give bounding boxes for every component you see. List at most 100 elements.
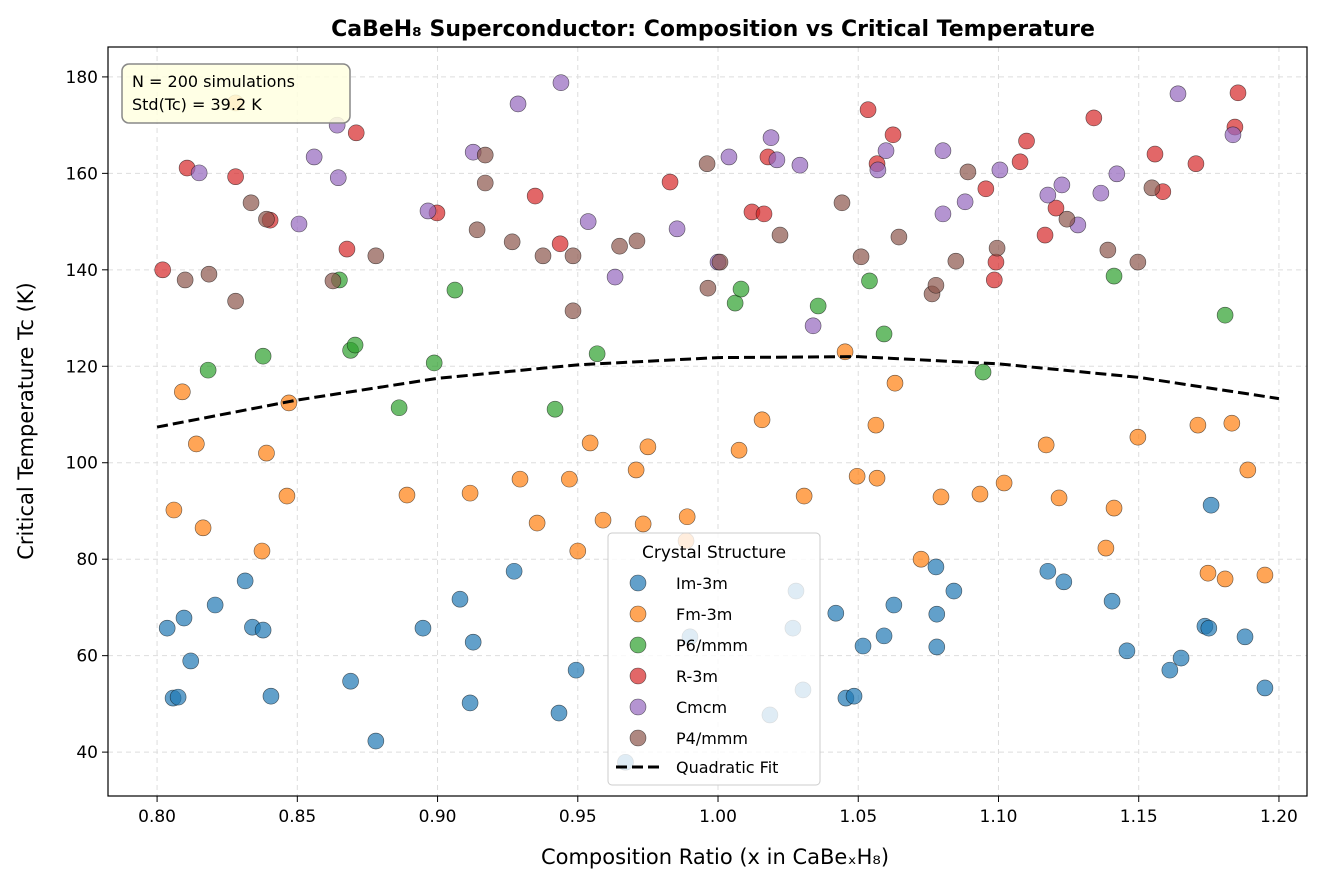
axis-ticks: 0.80 0.85 0.90 0.95 1.00 1.05 1.10 1.15 1.20 40 60… xyxy=(66,68,1298,827)
data-point-fm-3m xyxy=(165,501,183,519)
data-point-p6-mmm xyxy=(588,345,606,363)
data-point-fm-3m xyxy=(634,515,652,533)
data-point-im-3m xyxy=(236,572,254,590)
data-point-cmcm xyxy=(1169,85,1187,103)
data-point-im-3m xyxy=(461,694,479,712)
data-point-fm-3m xyxy=(1037,436,1055,454)
data-point-im-3m xyxy=(945,582,963,600)
data-point-p4-mmm xyxy=(564,302,582,320)
data-point-p4-mmm xyxy=(564,247,582,265)
data-point-fm-3m xyxy=(561,470,578,488)
data-point-fm-3m xyxy=(753,411,771,429)
data-point-r-3m xyxy=(1047,199,1065,217)
data-point-cmcm xyxy=(956,193,974,211)
data-point-p4-mmm xyxy=(1143,179,1161,197)
data-point-fm-3m xyxy=(1105,499,1123,517)
data-point-im-3m xyxy=(885,596,903,614)
data-point-r-3m xyxy=(1187,155,1205,173)
x-tick-label: 1.10 xyxy=(980,807,1018,827)
data-point-p4-mmm xyxy=(503,233,521,251)
data-point-im-3m xyxy=(169,688,187,706)
data-point-fm-3m xyxy=(995,474,1013,492)
data-point-cmcm xyxy=(579,213,597,230)
data-point-p6-mmm xyxy=(809,297,827,315)
stats-annotation: N = 200 simulations Std(Tc) = 39.2 K xyxy=(121,63,351,124)
data-point-p6-mmm xyxy=(732,280,750,298)
legend-box xyxy=(607,532,821,786)
data-point-cmcm xyxy=(552,74,570,91)
data-point-r-3m xyxy=(526,187,544,205)
annotation-line-2: Std(Tc) = 39.2 K xyxy=(132,95,262,114)
data-point-p4-mmm xyxy=(699,279,717,297)
data-point-im-3m xyxy=(827,604,845,622)
data-point-fm-3m xyxy=(1216,570,1234,588)
data-point-im-3m xyxy=(1172,649,1190,667)
x-tick-label: 0.80 xyxy=(138,807,176,827)
data-point-fm-3m xyxy=(848,467,866,485)
data-point-im-3m xyxy=(254,621,272,639)
data-point-p4-mmm xyxy=(959,163,977,181)
data-point-fm-3m xyxy=(886,374,904,392)
x-tick-label: 1.20 xyxy=(1260,807,1298,827)
fit-line-group xyxy=(156,355,1280,429)
data-point-im-3m xyxy=(342,672,359,690)
data-point-p4-mmm xyxy=(852,248,870,266)
data-point-fm-3m xyxy=(867,416,885,434)
y-tick-label: 100 xyxy=(66,454,98,474)
x-tick-label: 0.95 xyxy=(559,807,597,827)
data-point-im-3m xyxy=(550,704,568,722)
data-point-p4-mmm xyxy=(200,265,218,283)
data-point-cmcm xyxy=(934,142,952,159)
data-point-p4-mmm xyxy=(1099,241,1117,259)
y-tick-label: 140 xyxy=(66,261,98,281)
data-point-im-3m xyxy=(1103,592,1121,610)
data-point-cmcm xyxy=(791,156,809,174)
data-point-fm-3m xyxy=(971,485,989,503)
data-point-fm-3m xyxy=(730,441,748,459)
data-point-p4-mmm xyxy=(227,292,244,310)
data-point-p6-mmm xyxy=(390,399,408,417)
data-point-cmcm xyxy=(1039,186,1057,204)
data-point-im-3m xyxy=(505,562,523,580)
data-point-cmcm xyxy=(419,202,437,220)
legend-title: Crystal Structure xyxy=(642,543,786,563)
data-point-p4-mmm xyxy=(711,253,729,271)
data-point-p4-mmm xyxy=(771,226,789,244)
data-point-cmcm xyxy=(768,151,786,169)
data-point-cmcm xyxy=(877,142,895,159)
data-point-r-3m xyxy=(985,271,1003,289)
legend-marker xyxy=(629,698,647,716)
y-tick-label: 80 xyxy=(76,550,98,570)
data-point-p4-mmm xyxy=(628,232,646,250)
data-point-r-3m xyxy=(551,235,569,253)
data-point-cmcm xyxy=(606,268,624,286)
data-point-p6-mmm xyxy=(974,363,992,381)
data-point-p4-mmm xyxy=(1058,210,1076,228)
data-point-p4-mmm xyxy=(534,247,552,265)
data-point-cmcm xyxy=(668,220,686,238)
legend-label: Fm-3m xyxy=(676,605,732,624)
data-point-fm-3m xyxy=(1223,414,1241,432)
data-point-im-3m xyxy=(845,687,863,705)
data-point-r-3m xyxy=(227,168,244,186)
data-point-fm-3m xyxy=(1189,416,1207,434)
data-point-im-3m xyxy=(1161,661,1179,679)
data-point-fm-3m xyxy=(194,519,212,537)
legend-label: R-3m xyxy=(676,667,718,686)
data-point-r-3m xyxy=(1146,145,1164,163)
data-point-cmcm xyxy=(305,148,323,166)
data-point-im-3m xyxy=(927,558,945,576)
data-point-cmcm xyxy=(329,169,347,187)
data-point-im-3m xyxy=(1202,496,1220,514)
data-point-im-3m xyxy=(367,732,385,750)
data-point-p4-mmm xyxy=(367,247,385,265)
x-tick-label: 1.05 xyxy=(839,807,877,827)
data-point-p4-mmm xyxy=(1129,253,1147,271)
x-tick-label: 0.90 xyxy=(419,807,457,827)
data-point-r-3m xyxy=(1011,153,1029,171)
data-point-fm-3m xyxy=(868,469,886,487)
data-point-im-3m xyxy=(262,687,280,705)
legend-marker xyxy=(629,729,647,747)
data-point-im-3m xyxy=(175,609,193,627)
data-point-p4-mmm xyxy=(176,271,194,289)
